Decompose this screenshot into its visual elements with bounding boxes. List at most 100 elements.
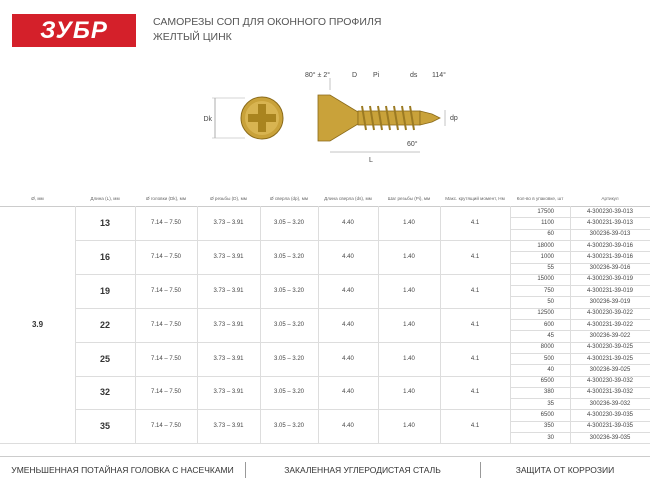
row-rule xyxy=(510,251,650,253)
row-rule xyxy=(510,330,650,332)
spec-value: 1.40 xyxy=(403,423,415,430)
article: 4-300230-39-032 xyxy=(586,378,634,385)
column-rule xyxy=(318,206,319,444)
pack-qty: 40 xyxy=(547,366,554,373)
spec-value: 4.1 xyxy=(470,219,480,226)
spec-value: 7.14 – 7.50 xyxy=(150,423,182,430)
group-rule xyxy=(75,273,650,275)
column-header: Кол-во в упаковке, шт xyxy=(516,196,564,201)
column-rule xyxy=(75,206,76,444)
article: 300236-39-022 xyxy=(589,332,631,339)
article: 4-300231-39-035 xyxy=(586,423,634,430)
spec-value: 4.1 xyxy=(470,321,480,328)
column-header: Макс. крутящий момент, Нм xyxy=(445,196,505,201)
column-header: Длина (L), мм xyxy=(90,196,120,201)
article: 4-300231-39-022 xyxy=(586,321,634,328)
footer-divider xyxy=(480,462,481,478)
column-header: Длина сверла (ds), мм xyxy=(324,196,372,201)
spec-value: 7.14 – 7.50 xyxy=(150,219,182,226)
column-rule xyxy=(570,206,571,444)
group-rule xyxy=(75,375,650,377)
footer-divider xyxy=(245,462,246,478)
pack-qty: 380 xyxy=(543,389,554,396)
article: 300236-39-032 xyxy=(589,400,631,407)
column-header: Артикул xyxy=(601,196,619,201)
diagram: Dk 80° ± 2° D Pi ds 114° dp 60° L xyxy=(203,71,458,164)
spec-value: 4.40 xyxy=(342,287,354,294)
spec-value: 4.40 xyxy=(342,389,354,396)
label-dp: dp xyxy=(450,115,458,122)
length: 22 xyxy=(99,319,110,330)
spec-value: 3.05 – 3.20 xyxy=(273,219,305,226)
label-ds: ds xyxy=(410,72,418,79)
spec-value: 3.05 – 3.20 xyxy=(273,287,305,294)
article: 4-300230-39-013 xyxy=(586,208,634,215)
column-header: Ø резьбы (D), мм xyxy=(210,196,247,201)
row-rule xyxy=(510,285,650,287)
pack-qty: 750 xyxy=(543,287,554,294)
article: 300236-39-035 xyxy=(589,434,631,441)
length: 25 xyxy=(99,353,110,364)
article: 300236-39-013 xyxy=(589,231,631,238)
column-rule xyxy=(440,206,441,444)
spec-value: 1.40 xyxy=(403,219,415,226)
label-tip-angle: 114° xyxy=(432,71,446,79)
pack-qty: 55 xyxy=(547,265,554,272)
column-rule xyxy=(510,206,511,444)
spec-value: 1.40 xyxy=(403,321,415,328)
spec-value: 3.73 – 3.91 xyxy=(213,253,244,260)
pack-qty: 50 xyxy=(547,299,554,306)
footer-rule xyxy=(0,456,650,457)
pack-qty: 350 xyxy=(543,423,554,430)
spec-value: 4.40 xyxy=(342,423,354,430)
row-rule xyxy=(510,319,650,320)
pack-qty: 60 xyxy=(547,231,554,238)
column-header: Ø головки (Dk), мм xyxy=(146,196,186,201)
spec-value: 3.05 – 3.20 xyxy=(273,321,305,328)
column-header: Ø, мм xyxy=(31,196,44,201)
article: 300236-39-016 xyxy=(589,265,631,272)
spec-value: 7.14 – 7.50 xyxy=(150,287,182,294)
spec-value: 3.73 – 3.91 xyxy=(213,423,244,430)
spec-value: 1.40 xyxy=(403,253,415,260)
spec-value: 4.40 xyxy=(342,321,354,328)
label-tip-60: 60° xyxy=(407,140,418,148)
group-rule xyxy=(75,409,650,411)
pack-qty: 6500 xyxy=(540,412,554,419)
pack-qty: 1000 xyxy=(540,253,554,260)
spec-value: 4.1 xyxy=(470,389,480,396)
header-rule xyxy=(0,206,650,207)
spec-value: 3.73 – 3.91 xyxy=(213,355,244,362)
article: 4-300230-39-035 xyxy=(586,412,634,419)
spec-value: 1.40 xyxy=(403,389,415,396)
article: 4-300231-39-019 xyxy=(586,287,634,294)
feature: УМЕНЬШЕННАЯ ПОТАЙНАЯ ГОЛОВКА С НАСЕЧКАМИ xyxy=(11,465,234,475)
spec-value: 4.1 xyxy=(470,287,480,294)
row-rule xyxy=(510,217,650,219)
subtitle-line: ЖЕЛТЫЙ ЦИНК xyxy=(153,31,232,43)
article: 4-300231-39-013 xyxy=(586,219,634,226)
title: САМОРЕЗЫ СОП ДЛЯ ОКОННОГО ПРОФИЛЯ ЖЕЛТЫЙ… xyxy=(153,15,381,45)
pack-qty: 8000 xyxy=(540,344,554,351)
spec-value: 3.73 – 3.91 xyxy=(213,287,244,294)
spec-value: 4.40 xyxy=(342,355,354,362)
label-pi: Pi xyxy=(373,72,380,79)
article: 4-300230-39-022 xyxy=(586,310,634,317)
group-rule xyxy=(75,341,650,343)
pack-qty: 15000 xyxy=(537,276,554,283)
length: 35 xyxy=(99,421,110,432)
label-head-angle: 80° ± 2° xyxy=(305,71,330,79)
spec-value: 7.14 – 7.50 xyxy=(150,253,182,260)
row-rule xyxy=(510,386,650,388)
row-rule xyxy=(510,352,650,354)
column-rule xyxy=(135,206,136,444)
row-rule xyxy=(510,228,650,230)
column-rule xyxy=(197,206,198,444)
feature: ЗАЩИТА ОТ КОРРОЗИИ xyxy=(515,465,615,475)
pack-qty: 35 xyxy=(547,400,554,407)
label-dk: Dk xyxy=(203,116,212,123)
article: 4-300231-39-032 xyxy=(586,389,634,396)
diameter: 3.9 xyxy=(31,320,44,330)
pack-qty: 12500 xyxy=(537,310,554,317)
